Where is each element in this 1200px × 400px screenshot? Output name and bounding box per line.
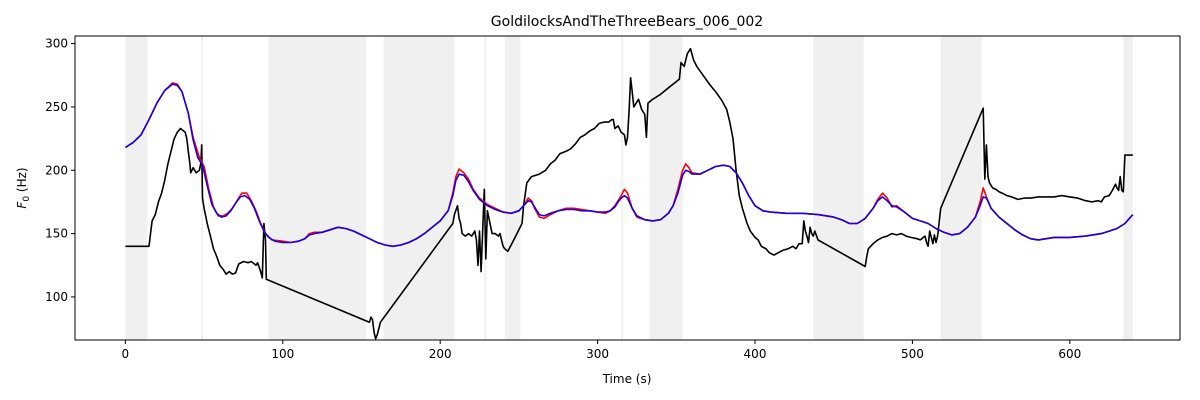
y-tick-label: 100 [45,290,68,304]
x-axis-label: Time (s) [602,372,652,386]
x-tick-label: 300 [586,347,609,361]
shaded-region-4 [484,36,487,340]
x-tick-label: 100 [271,347,294,361]
shaded-region-10 [1123,36,1133,340]
series-line-0 [125,47,1133,340]
y-tick-label: 300 [45,37,68,51]
x-tick-label: 200 [429,347,452,361]
x-tick-label: 0 [122,347,130,361]
y-axis-label: F0 (Hz) [15,167,32,208]
shaded-region-8 [813,36,864,340]
y-tick-label: 250 [45,100,68,114]
x-tick-label: 400 [744,347,767,361]
plot-frame [74,35,1181,341]
y-tick-label: 150 [45,227,68,241]
y-axis-label-symbol: F [15,201,29,209]
shaded-regions [125,36,1133,340]
y-tick-label: 200 [45,163,68,177]
shaded-region-9 [940,36,982,340]
x-tick-label: 500 [901,347,924,361]
shaded-region-7 [649,36,683,340]
x-tick-label: 600 [1058,347,1081,361]
shaded-region-0 [125,36,148,340]
y-axis-ticks: 100 150 200 250 300 [45,37,75,304]
shaded-region-3 [383,36,455,340]
x-axis-ticks: 0 100 200 300 400 500 600 [122,340,1081,361]
y-axis-label-unit: (Hz) [15,167,29,196]
y-axis-label-subscript: 0 [22,196,32,202]
shaded-region-5 [504,36,521,340]
series-line-2 [124,83,1134,248]
chart-title: GoldilocksAndTheThreeBears_006_002 [491,14,763,30]
shaded-region-6 [621,36,624,340]
series-lines [124,47,1134,340]
shaded-region-2 [268,36,367,340]
